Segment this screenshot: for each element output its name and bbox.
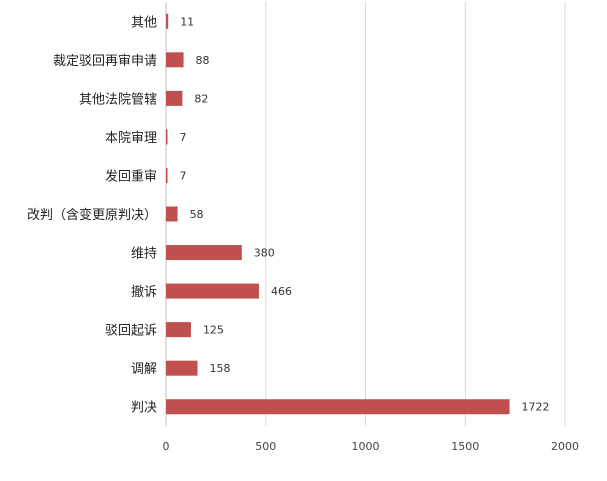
x-tick-label: 1000 [352,440,380,453]
data-label: 466 [271,285,292,298]
data-label: 380 [254,247,275,260]
category-label: 本院审理 [105,131,157,146]
labels: 0 500 1000 1500 2000 其他 11 裁定驳回再审申请 88 其他法院管辖 82 本院… [27,15,579,453]
bar [166,129,168,145]
bar [166,322,191,338]
category-label: 调解 [131,362,157,377]
x-tick-label: 0 [163,440,170,453]
category-label: 其他法院管辖 [79,91,157,107]
data-label: 125 [203,324,224,337]
bars [166,13,510,415]
category-label: 撤诉 [131,284,157,300]
category-label: 发回重审 [105,168,157,184]
category-label: 其他 [131,15,157,30]
bar [166,206,178,222]
x-tick-label: 1500 [451,440,479,453]
gridlines [165,2,566,426]
x-tick-label: 500 [255,440,276,453]
data-label: 1722 [522,401,550,414]
bar [166,399,510,415]
bar [166,283,259,299]
data-label: 88 [196,54,210,67]
bar [166,245,242,261]
category-label: 驳回起诉 [105,324,157,339]
x-tick-label: 2000 [551,440,579,453]
data-label: 7 [180,131,187,144]
bar [166,13,169,29]
data-label: 82 [194,92,208,105]
data-label: 158 [210,362,231,375]
category-label: 维持 [131,247,157,262]
bar [166,360,198,376]
data-label: 11 [180,15,194,28]
bar [166,52,184,68]
bar [166,167,168,183]
data-label: 58 [190,208,204,221]
data-label: 7 [180,169,187,182]
category-label: 改判（含变更原判决） [27,207,157,223]
category-label: 判决 [131,401,157,416]
category-label: 裁定驳回再审申请 [53,53,157,69]
bar [166,90,183,106]
